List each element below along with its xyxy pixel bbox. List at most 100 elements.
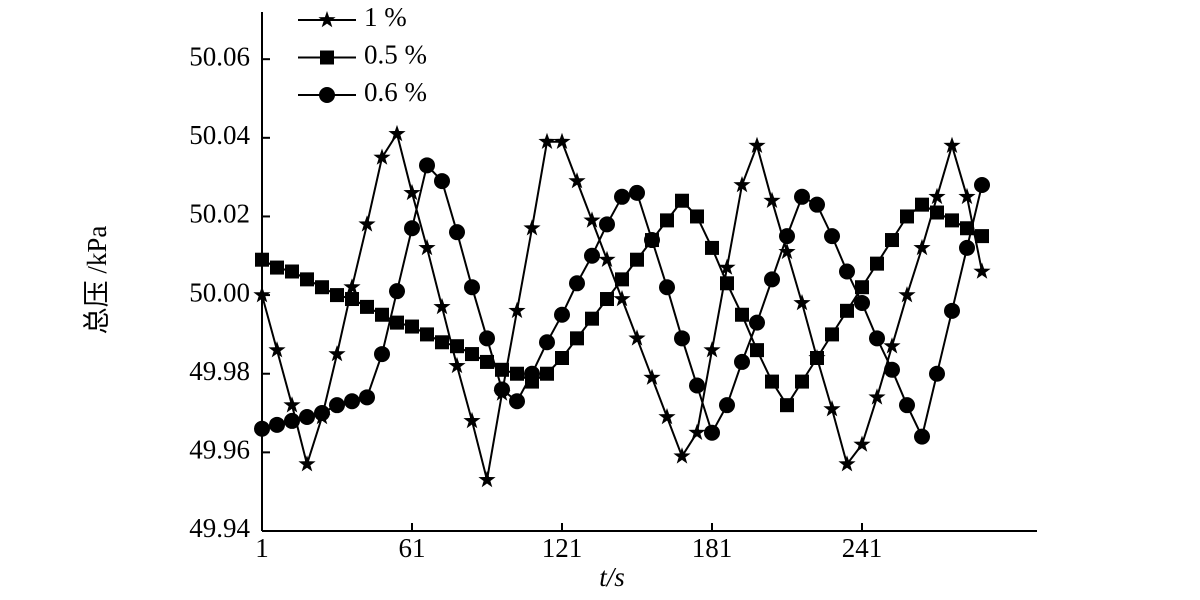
marker — [510, 366, 524, 381]
marker — [703, 341, 721, 358]
marker — [464, 279, 480, 296]
marker — [899, 397, 915, 414]
marker — [975, 229, 989, 244]
marker — [689, 377, 705, 394]
marker — [853, 435, 871, 452]
marker — [433, 297, 451, 315]
marker — [390, 315, 404, 330]
y-tick-label: 49.98 — [189, 356, 250, 386]
marker — [810, 351, 824, 365]
marker — [644, 232, 660, 249]
legend-marker — [318, 11, 336, 28]
marker — [570, 331, 584, 346]
marker — [930, 205, 944, 220]
marker — [720, 276, 734, 291]
marker — [540, 366, 554, 381]
marker — [599, 216, 615, 233]
marker — [539, 334, 555, 351]
x-tick-label: 61 — [399, 533, 426, 563]
marker — [675, 193, 689, 208]
marker — [763, 191, 781, 208]
marker — [765, 374, 779, 389]
marker — [600, 292, 614, 307]
marker — [389, 283, 405, 300]
marker — [614, 188, 630, 205]
marker — [270, 260, 284, 275]
marker — [794, 188, 810, 205]
marker — [298, 455, 316, 472]
marker — [283, 396, 301, 413]
marker — [795, 374, 809, 389]
marker — [719, 397, 735, 414]
marker — [883, 337, 901, 354]
marker — [718, 258, 736, 275]
marker — [945, 213, 959, 228]
marker — [315, 280, 329, 295]
marker — [658, 408, 676, 425]
marker — [959, 239, 975, 256]
marker — [419, 157, 435, 174]
marker — [463, 411, 481, 429]
marker — [314, 405, 330, 422]
marker — [643, 368, 661, 385]
marker — [554, 306, 570, 323]
marker — [448, 356, 466, 374]
marker — [420, 327, 434, 342]
marker — [750, 343, 764, 358]
marker — [733, 176, 751, 193]
marker — [345, 292, 359, 307]
marker — [915, 197, 929, 212]
marker — [868, 388, 886, 405]
marker — [403, 183, 421, 201]
marker — [735, 307, 749, 322]
marker — [373, 148, 391, 165]
marker — [284, 412, 300, 429]
marker — [405, 319, 419, 334]
marker — [360, 299, 374, 314]
marker — [628, 329, 646, 346]
marker — [690, 209, 704, 224]
marker — [268, 341, 286, 358]
marker — [465, 347, 479, 362]
marker — [329, 397, 345, 414]
marker — [838, 455, 856, 472]
marker — [900, 209, 914, 224]
marker — [568, 172, 586, 189]
marker — [253, 286, 271, 303]
marker — [285, 264, 299, 279]
marker — [388, 124, 406, 142]
marker — [358, 215, 376, 232]
y-tick-label: 49.96 — [189, 435, 250, 465]
marker — [328, 345, 346, 362]
y-tick-label: 50.06 — [189, 41, 250, 71]
marker — [449, 224, 465, 241]
marker — [375, 307, 389, 322]
x-axis-label: t/s — [599, 562, 625, 592]
marker — [435, 335, 449, 350]
marker — [359, 389, 375, 406]
marker — [630, 252, 644, 267]
marker — [929, 365, 945, 382]
marker — [299, 408, 315, 425]
marker — [839, 263, 855, 280]
marker — [583, 211, 601, 228]
marker — [524, 365, 540, 382]
marker — [854, 294, 870, 311]
marker — [734, 353, 750, 370]
marker — [344, 393, 360, 410]
marker — [943, 136, 961, 153]
marker — [613, 290, 631, 307]
marker — [584, 247, 600, 264]
marker — [629, 184, 645, 201]
legend-marker — [319, 87, 335, 103]
marker — [704, 424, 720, 441]
y-tick-label: 50.00 — [189, 277, 250, 307]
marker — [450, 339, 464, 354]
marker — [779, 228, 795, 245]
y-tick-label: 50.04 — [189, 120, 250, 150]
marker — [418, 238, 436, 256]
marker — [748, 136, 766, 153]
marker — [538, 132, 556, 149]
marker — [598, 250, 616, 267]
marker — [555, 351, 569, 365]
